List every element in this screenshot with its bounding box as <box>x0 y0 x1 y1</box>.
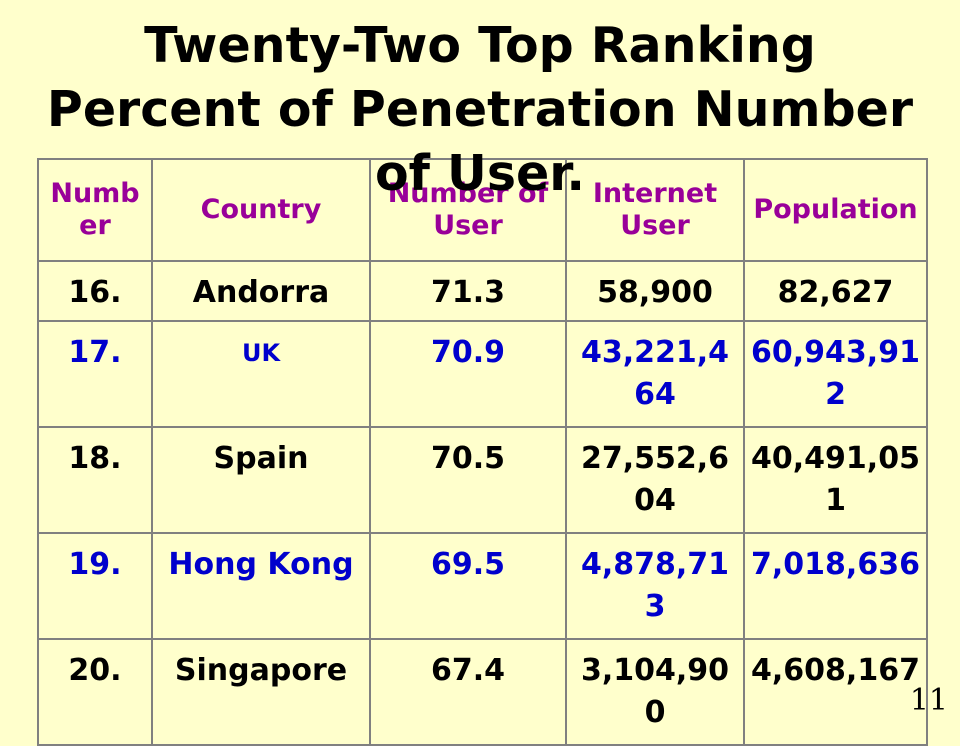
table-row: 16. Andorra 71.3 58,900 82,627 <box>37 260 928 322</box>
header-number-of-user: Number of User <box>369 158 567 262</box>
internet-user-cell: 3,104,900 <box>565 638 745 746</box>
ranking-table: Number Country Number of User Internet U… <box>37 158 928 746</box>
page-number: 11 <box>909 683 948 718</box>
table-row: 18. Spain 70.5 27,552,604 40,491,051 <box>37 426 928 534</box>
rank-cell: 16. <box>37 260 153 322</box>
country-cell: Andorra <box>151 260 371 322</box>
population-cell: 40,491,051 <box>743 426 928 534</box>
percent-cell: 71.3 <box>369 260 567 322</box>
table-row: 19. Hong Kong 69.5 4,878,713 7,018,636 <box>37 532 928 640</box>
header-number: Number <box>37 158 153 262</box>
header-population: Population <box>743 158 928 262</box>
percent-cell: 70.9 <box>369 320 567 428</box>
population-cell: 4,608,167 <box>743 638 928 746</box>
percent-cell: 67.4 <box>369 638 567 746</box>
internet-user-cell: 4,878,713 <box>565 532 745 640</box>
title-line-3: of User. <box>374 145 586 202</box>
percent-cell: 70.5 <box>369 426 567 534</box>
title-line-1: Twenty-Two Top Ranking <box>144 17 816 74</box>
slide-title: Twenty-Two Top Ranking Percent of Penetr… <box>0 14 960 206</box>
population-cell: 7,018,636 <box>743 532 928 640</box>
title-line-2: Percent of Penetration Number <box>46 81 914 138</box>
rank-cell: 20. <box>37 638 153 746</box>
internet-user-cell: 58,900 <box>565 260 745 322</box>
table-row: 17. UK 70.9 43,221,464 60,943,912 <box>37 320 928 428</box>
table-row: 20. Singapore 67.4 3,104,900 4,608,167 <box>37 638 928 746</box>
population-cell: 82,627 <box>743 260 928 322</box>
internet-user-cell: 43,221,464 <box>565 320 745 428</box>
country-cell: Spain <box>151 426 371 534</box>
header-internet-user: Internet User <box>565 158 745 262</box>
population-cell: 60,943,912 <box>743 320 928 428</box>
rank-cell: 19. <box>37 532 153 640</box>
header-row: Number Country Number of User Internet U… <box>37 158 928 262</box>
country-cell: Hong Kong <box>151 532 371 640</box>
percent-cell: 69.5 <box>369 532 567 640</box>
rank-cell: 18. <box>37 426 153 534</box>
country-cell: UK <box>151 320 371 428</box>
internet-user-cell: 27,552,604 <box>565 426 745 534</box>
country-cell: Singapore <box>151 638 371 746</box>
header-country: Country <box>151 158 371 262</box>
rank-cell: 17. <box>37 320 153 428</box>
